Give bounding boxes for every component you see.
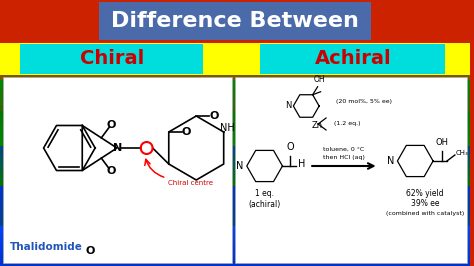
FancyBboxPatch shape [235, 43, 470, 75]
Text: N: N [237, 161, 244, 171]
Text: Difference Between: Difference Between [111, 11, 359, 31]
Text: (achiral): (achiral) [248, 200, 281, 209]
Text: O: O [106, 166, 116, 176]
Text: O: O [85, 246, 95, 256]
Text: Chiral centre: Chiral centre [168, 180, 213, 186]
Text: OH: OH [436, 138, 448, 147]
Text: Thalidomide: Thalidomide [10, 242, 83, 252]
FancyBboxPatch shape [260, 44, 445, 74]
FancyBboxPatch shape [0, 43, 235, 75]
Text: Zn: Zn [311, 122, 322, 131]
Text: (1.2 eq.): (1.2 eq.) [334, 122, 361, 127]
Text: H: H [298, 159, 306, 169]
FancyBboxPatch shape [3, 77, 232, 263]
Text: N: N [387, 156, 394, 166]
Text: then HCl (aq): then HCl (aq) [323, 155, 365, 160]
FancyBboxPatch shape [20, 44, 203, 74]
Text: O: O [210, 111, 219, 121]
Text: 39% ee: 39% ee [411, 200, 439, 209]
Text: 62% yield: 62% yield [406, 189, 444, 198]
Text: NH: NH [220, 123, 235, 133]
Text: toluene, 0 °C: toluene, 0 °C [323, 147, 365, 152]
Text: Achiral: Achiral [314, 49, 391, 69]
FancyBboxPatch shape [235, 77, 467, 263]
Text: O: O [182, 127, 191, 137]
Text: (combined with catalyst): (combined with catalyst) [386, 211, 464, 217]
Text: O: O [106, 120, 116, 130]
Text: CH₃: CH₃ [456, 150, 469, 156]
FancyBboxPatch shape [99, 2, 371, 40]
Text: Chiral: Chiral [80, 49, 144, 69]
Text: N: N [113, 143, 123, 153]
Text: (20 mol%, 5% ee): (20 mol%, 5% ee) [336, 98, 392, 103]
Text: O: O [287, 142, 294, 152]
Text: N: N [285, 102, 292, 110]
Text: OH: OH [314, 75, 326, 84]
Text: 1 eq.: 1 eq. [255, 189, 274, 198]
